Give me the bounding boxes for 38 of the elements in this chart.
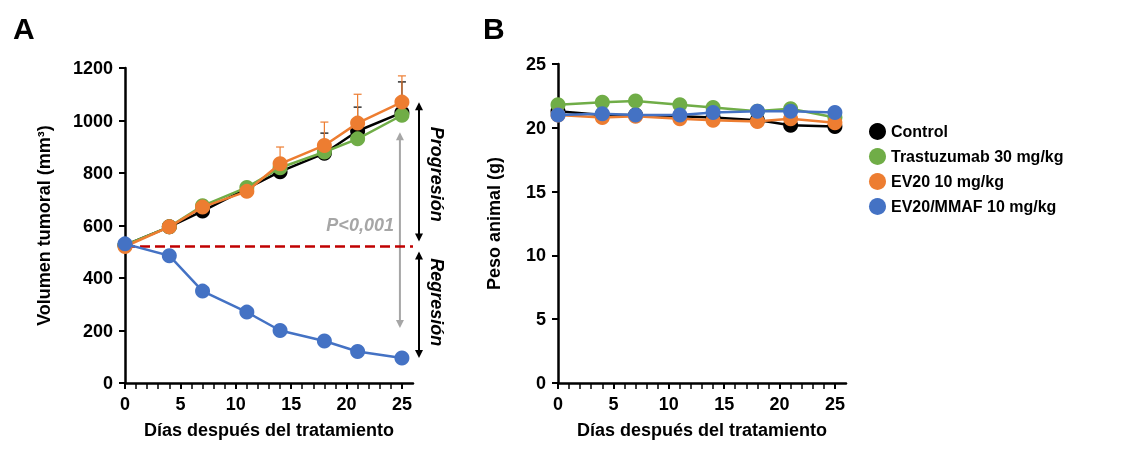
y-tick-label: 1000	[72, 110, 113, 131]
x-axis-title: Días después del tratamiento	[143, 420, 395, 440]
y-tick-label: 600	[82, 215, 113, 236]
x-tick-label: 10	[658, 394, 679, 414]
legend-label: EV20/MMAF 10 mg/kg	[891, 198, 1057, 215]
y-axis-title: Volumen tumoral (mm³)	[34, 125, 54, 326]
x-axis-title: Días después del tratamiento	[576, 420, 828, 440]
y-tick-label: 10	[525, 245, 546, 266]
x-tick-label: 20	[336, 394, 357, 414]
y-tick-label: 400	[82, 268, 113, 288]
x-tick-label: 25	[824, 394, 845, 414]
x-tick-label: 15	[281, 394, 302, 414]
y-tick-label: 200	[82, 320, 113, 341]
y-tick-label: 20	[525, 117, 546, 138]
y-tick-label: 15	[525, 181, 546, 202]
text: Regresión	[427, 258, 447, 347]
x-tick-label: 0	[119, 394, 131, 414]
y-tick-label: 0	[102, 373, 113, 393]
y-tick-label: 1200	[72, 58, 113, 78]
annotation: P<0,001	[326, 214, 394, 235]
x-tick-label: 25	[391, 394, 412, 414]
y-tick-label: 0	[535, 373, 546, 393]
x-tick-label: 5	[608, 394, 619, 414]
y-tick-label: 800	[82, 163, 113, 183]
y-tick-label: 5	[535, 309, 546, 330]
x-tick-label: 5	[175, 394, 186, 414]
chart-title: A	[13, 11, 35, 45]
legend-label: EV20 10 mg/kg	[891, 173, 1004, 190]
x-tick-label: 15	[714, 394, 735, 414]
x-tick-label: 0	[552, 394, 564, 414]
y-axis-title: Peso animal (g)	[484, 156, 504, 291]
legend-label: Control	[891, 123, 948, 140]
x-tick-label: 10	[225, 394, 246, 414]
chart-title: B	[483, 11, 505, 45]
text: Progresión	[427, 126, 447, 222]
x-tick-label: 20	[769, 394, 790, 414]
legend-label: Trastuzumab 30 mg/kg	[891, 148, 1064, 165]
y-tick-label: 25	[525, 54, 546, 74]
